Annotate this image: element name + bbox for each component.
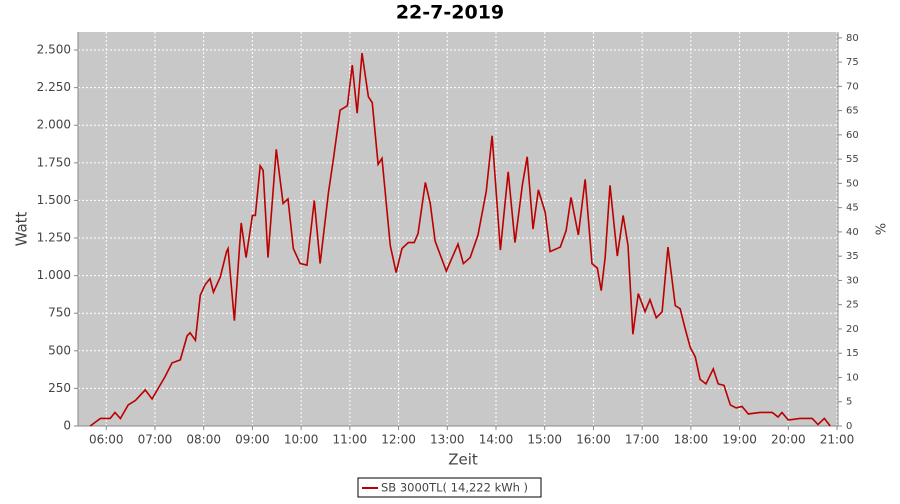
- x-tick-label: 15:00: [527, 433, 562, 447]
- y-tick-label: 2.000: [37, 118, 71, 132]
- x-tick-label: 16:00: [576, 433, 611, 447]
- y-tick-label: 2.500: [37, 43, 71, 57]
- y-tick-label: 750: [48, 306, 71, 320]
- y2-tick-label: 40: [846, 227, 859, 238]
- y-tick-label: 1.500: [37, 193, 71, 207]
- y2-tick-label: 25: [846, 300, 859, 311]
- y2-tick-label: 75: [846, 57, 859, 68]
- y2-tick-label: 55: [846, 154, 859, 165]
- y2-tick-label: 20: [846, 324, 859, 335]
- y2-tick-label: 30: [846, 275, 859, 286]
- x-tick-label: 17:00: [625, 433, 660, 447]
- y2-tick-label: 35: [846, 251, 859, 262]
- y-tick-label: 2.250: [37, 80, 71, 94]
- plot-area: [78, 32, 838, 426]
- x-tick-label: 07:00: [138, 433, 173, 447]
- x-tick-label: 21:00: [820, 433, 855, 447]
- x-tick-label: 13:00: [430, 433, 465, 447]
- y2-tick-label: 50: [846, 178, 859, 189]
- y2-tick-label: 80: [846, 33, 859, 44]
- y-tick-label: 1.000: [37, 268, 71, 282]
- y2-tick-label: 15: [846, 348, 859, 359]
- y-tick-label: 1.750: [37, 155, 71, 169]
- x-tick-label: 18:00: [674, 433, 709, 447]
- y2-axis-label: %: [875, 223, 890, 235]
- y2-tick-label: 5: [846, 397, 852, 408]
- legend-label: SB 3000TL( 14,222 kWh ): [381, 481, 528, 495]
- legend: [357, 477, 542, 498]
- y2-tick-label: 60: [846, 130, 859, 141]
- y-tick-label: 0: [63, 419, 71, 433]
- y-axis-label: Watt: [13, 211, 31, 246]
- x-tick-label: 14:00: [479, 433, 514, 447]
- y2-tick-label: 10: [846, 372, 859, 383]
- x-tick-label: 09:00: [235, 433, 270, 447]
- x-tick-label: 12:00: [381, 433, 416, 447]
- chart-title: 22-7-2019: [396, 2, 504, 24]
- y2-tick-label: 70: [846, 81, 859, 92]
- y2-tick-label: 65: [846, 106, 859, 117]
- x-tick-label: 19:00: [722, 433, 757, 447]
- x-tick-label: 08:00: [186, 433, 221, 447]
- y-tick-label: 250: [48, 381, 71, 395]
- y-tick-label: 1.250: [37, 231, 71, 245]
- x-tick-label: 11:00: [333, 433, 368, 447]
- x-axis-label: Zeit: [448, 451, 478, 469]
- x-tick-label: 06:00: [89, 433, 124, 447]
- y-tick-label: 500: [48, 343, 71, 357]
- x-tick-label: 10:00: [284, 433, 319, 447]
- y2-tick-label: 0: [846, 421, 852, 432]
- x-tick-label: 20:00: [771, 433, 806, 447]
- y2-tick-label: 45: [846, 203, 859, 214]
- data-line: [89, 52, 831, 427]
